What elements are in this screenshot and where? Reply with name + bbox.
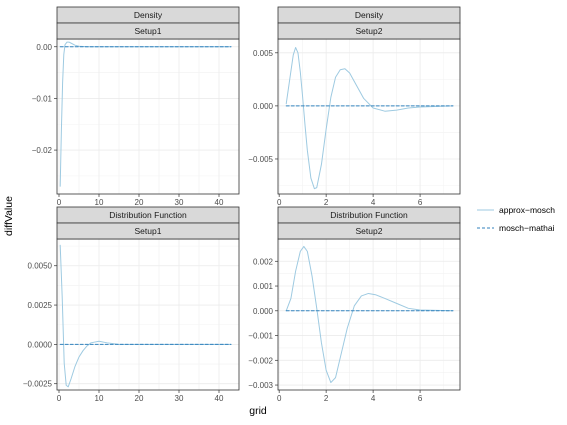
facet-panel-1: Density Setup1 0 10 20 30 40 0.00 −0.01 −0.02 [32, 6, 240, 207]
y-tick-label: −0.002 [248, 356, 273, 365]
x-tick-label: 6 [418, 198, 423, 207]
facet-panel-4: Distribution Function Setup2 0 2 4 6 0.002 0.00… [248, 206, 461, 403]
facet-panel-3: Distribution Function Setup1 0 10 20 30 40 0.00… [23, 206, 240, 403]
panel-background [278, 239, 460, 390]
y-tick-label: 0.0050 [28, 262, 53, 271]
x-tick-label: 4 [371, 198, 376, 207]
y-tick-label: −0.005 [248, 155, 273, 164]
y-tick-label: 0.0025 [28, 301, 53, 310]
legend: approx−mosch mosch−mathai [477, 205, 555, 233]
x-tick-label: 40 [215, 394, 224, 403]
x-tick-label: 20 [135, 198, 144, 207]
y-axis-title: diffValue [3, 196, 15, 236]
x-tick-label: 30 [175, 394, 184, 403]
series-line-approx-mosch [285, 46, 454, 190]
y-tick-label: 0.001 [253, 282, 274, 291]
strip-bottom-background [277, 22, 461, 40]
y-tick-label: 0.005 [253, 49, 274, 58]
x-tick-label: 0 [57, 198, 62, 207]
y-tick-label: −0.003 [248, 381, 273, 390]
series-line-approx-mosch [285, 245, 454, 384]
strip-top-label: Distribution Function [330, 210, 408, 220]
x-tick-label: 0 [277, 394, 282, 403]
x-tick-label: 6 [418, 394, 423, 403]
y-tick-label: −0.02 [32, 146, 53, 155]
x-tick-label: 20 [135, 394, 144, 403]
x-tick-label: 10 [95, 198, 104, 207]
strip-bottom-label: Setup1 [135, 226, 162, 236]
legend-label: mosch−mathai [499, 223, 555, 233]
strip-top-label: Distribution Function [109, 210, 187, 220]
x-tick-label: 0 [277, 198, 282, 207]
y-tick-label: 0.00 [36, 43, 52, 52]
panel-background [57, 39, 239, 194]
panel-background [57, 239, 239, 390]
legend-label: approx−mosch [499, 205, 555, 215]
y-tick-label: −0.0025 [23, 380, 53, 389]
strip-bottom-background [277, 222, 461, 240]
y-tick-label: 0.002 [253, 257, 274, 266]
y-tick-label: −0.001 [248, 332, 273, 341]
strip-bottom-label: Setup2 [356, 226, 383, 236]
x-tick-label: 2 [324, 394, 329, 403]
y-tick-label: −0.01 [32, 94, 53, 103]
x-tick-label: 10 [95, 394, 104, 403]
x-tick-label: 2 [324, 198, 329, 207]
x-tick-label: 4 [371, 394, 376, 403]
strip-bottom-background [56, 22, 240, 40]
strip-top-label: Density [355, 10, 384, 20]
strip-top-label: Density [134, 10, 163, 20]
x-axis-title: grid [249, 405, 267, 417]
facet-panel-2: Density Setup2 0 2 4 6 0.005 0.000 −0.005 [248, 6, 461, 207]
strip-bottom-background [56, 222, 240, 240]
panel-background [278, 39, 460, 194]
strip-bottom-label: Setup2 [356, 26, 383, 36]
y-tick-label: 0.0000 [28, 340, 53, 349]
y-tick-label: 0.000 [253, 307, 274, 316]
x-tick-label: 0 [57, 394, 62, 403]
strip-bottom-label: Setup1 [135, 26, 162, 36]
y-tick-label: 0.000 [253, 102, 274, 111]
x-tick-label: 40 [215, 198, 224, 207]
x-tick-label: 30 [175, 198, 184, 207]
